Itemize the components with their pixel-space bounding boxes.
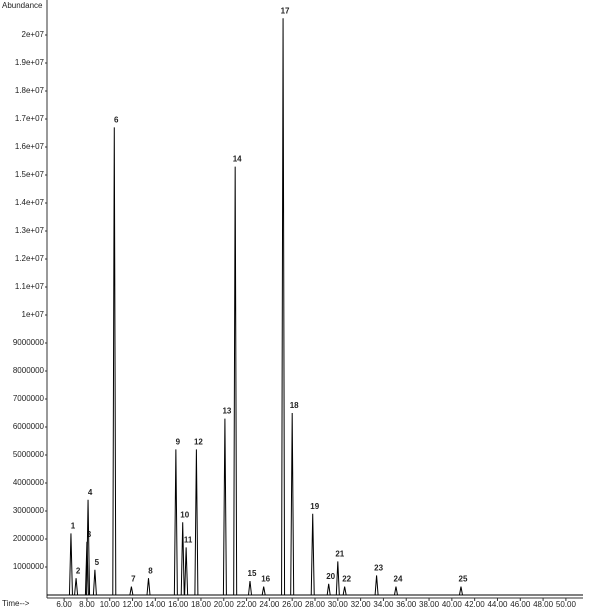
x-tick-label: 38.00 [419, 600, 440, 609]
peak [458, 586, 463, 596]
peak-label: 4 [88, 488, 93, 497]
peak-label: 21 [335, 550, 344, 559]
y-axis-label: Abundance [2, 1, 43, 10]
y-tick-label: 1000000 [13, 562, 45, 571]
y-tick-label: 4000000 [13, 478, 45, 487]
peak-label: 9 [176, 438, 181, 447]
peak [146, 578, 151, 596]
peak-label: 18 [290, 401, 299, 410]
x-tick-label: 28.00 [305, 600, 326, 609]
peak [180, 522, 185, 596]
peak [173, 449, 178, 596]
y-tick-label: 1.2e+07 [15, 254, 45, 263]
x-tick-label: 18.00 [191, 600, 212, 609]
x-tick-label: 8.00 [79, 600, 95, 609]
y-tick-label: 2e+07 [22, 30, 45, 39]
x-tick-label: 10.00 [100, 600, 121, 609]
peak [112, 127, 117, 596]
y-tick-label: 1.5e+07 [15, 170, 45, 179]
x-tick-label: 16.00 [168, 600, 189, 609]
x-tick-label: 30.00 [328, 600, 349, 609]
x-tick-label: 14.00 [145, 600, 166, 609]
peak-label: 20 [326, 572, 335, 581]
peak-label: 3 [87, 530, 92, 539]
peak-label: 11 [184, 536, 193, 545]
peak-label: 15 [248, 569, 257, 578]
peak [247, 580, 252, 596]
y-tick-label: 1.7e+07 [15, 114, 45, 123]
y-tick-label: 5000000 [13, 450, 45, 459]
y-tick-label: 9000000 [13, 338, 45, 347]
x-tick-label: 42.00 [465, 600, 486, 609]
peak [374, 575, 379, 596]
y-tick-label: 1.9e+07 [15, 58, 45, 67]
y-tick-label: 1.6e+07 [15, 142, 45, 151]
peak-label: 25 [459, 575, 468, 584]
x-tick-label: 40.00 [442, 600, 463, 609]
y-tick-label: 7000000 [13, 394, 45, 403]
y-tick-label: 1.4e+07 [15, 198, 45, 207]
peak-label: 13 [222, 407, 231, 416]
peak [92, 569, 97, 596]
x-tick-label: 20.00 [214, 600, 235, 609]
y-tick-label: 1.8e+07 [15, 86, 45, 95]
peak-label: 5 [95, 558, 100, 567]
peak-label: 24 [394, 575, 403, 584]
x-tick-label: 24.00 [259, 600, 280, 609]
x-tick-label: 32.00 [351, 600, 372, 609]
peak [281, 18, 286, 596]
peak-label: 19 [310, 502, 319, 511]
x-tick-label: 6.00 [56, 600, 72, 609]
x-tick-label: 12.00 [123, 600, 144, 609]
peak-label: 8 [148, 566, 153, 575]
peak [222, 418, 227, 596]
x-tick-label: 22.00 [237, 600, 258, 609]
peak [184, 547, 189, 596]
peak-label: 17 [281, 6, 290, 15]
peak-label: 22 [342, 575, 351, 584]
y-tick-label: 1e+07 [22, 310, 45, 319]
peak-label: 10 [180, 510, 189, 519]
peak-label: 6 [114, 116, 119, 125]
peak-label: 1 [71, 522, 76, 531]
peak [194, 449, 199, 596]
peak [335, 561, 340, 596]
x-tick-label: 44.00 [487, 600, 508, 609]
x-axis-label: Time--> [2, 599, 30, 608]
y-tick-label: 2000000 [13, 534, 45, 543]
peak [261, 586, 266, 596]
x-tick-label: 26.00 [282, 600, 303, 609]
peak-label: 2 [76, 566, 81, 575]
y-tick-label: 8000000 [13, 366, 45, 375]
x-tick-label: 48.00 [533, 600, 554, 609]
peak [86, 499, 91, 596]
peak [393, 586, 398, 596]
x-tick-label: 34.00 [373, 600, 394, 609]
peak-label: 16 [261, 575, 270, 584]
peak [68, 533, 73, 596]
peak [326, 583, 331, 596]
x-tick-label: 36.00 [396, 600, 417, 609]
y-tick-label: 3000000 [13, 506, 45, 515]
peak [342, 586, 347, 596]
peak [233, 166, 238, 596]
peak [74, 578, 79, 596]
y-tick-label: 6000000 [13, 422, 45, 431]
peak-label: 23 [374, 564, 383, 573]
x-tick-label: 50.00 [556, 600, 577, 609]
peak [290, 412, 295, 596]
x-tick-label: 46.00 [510, 600, 531, 609]
peak [310, 513, 315, 596]
peak-label: 14 [233, 155, 242, 164]
y-tick-label: 1.1e+07 [15, 282, 45, 291]
peak [129, 586, 134, 596]
peak-label: 7 [131, 575, 136, 584]
peak-label: 12 [194, 438, 203, 447]
y-tick-label: 1.3e+07 [15, 226, 45, 235]
